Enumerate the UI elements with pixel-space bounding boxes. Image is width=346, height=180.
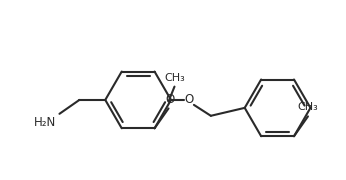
Text: O: O [165,93,174,106]
Text: O: O [184,93,193,106]
Text: H₂N: H₂N [34,116,56,129]
Text: CH₃: CH₃ [298,102,318,112]
Text: CH₃: CH₃ [164,73,185,83]
